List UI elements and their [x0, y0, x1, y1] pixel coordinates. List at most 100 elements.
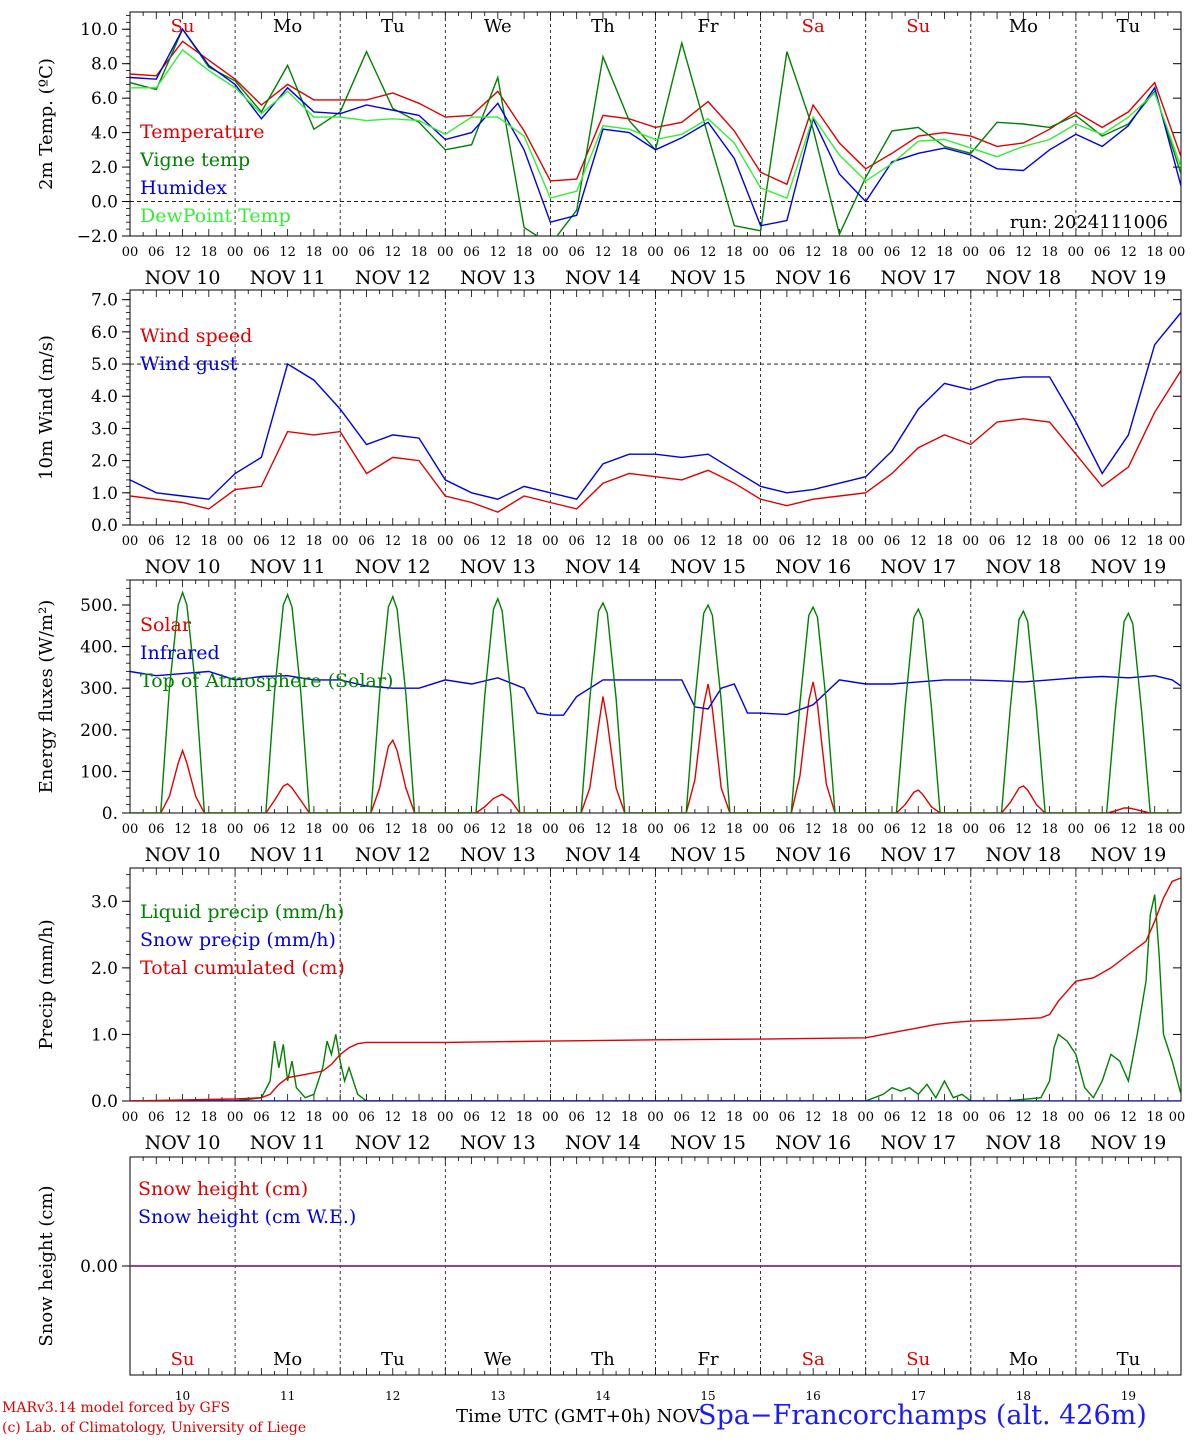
y-tick-label: 0.0: [91, 193, 118, 213]
y-tick-label: 2.0: [91, 959, 118, 979]
day-of-week-label: Su: [906, 16, 930, 37]
x-hour-label: 12: [490, 534, 507, 549]
x-date-label: NOV 14: [565, 1132, 641, 1154]
x-hour-label: 18: [201, 822, 218, 837]
x-hour-label: 00: [647, 822, 664, 837]
x-hour-label: 12: [174, 245, 191, 260]
legend-entry: Liquid precip (mm/h): [140, 901, 344, 923]
x-hour-label: 06: [253, 822, 270, 837]
y-tick-label: 200.: [80, 721, 118, 741]
y-tick-label: 7.0: [91, 291, 118, 311]
x-hour-label: 06: [568, 822, 585, 837]
x-date-label: NOV 19: [1091, 1132, 1167, 1154]
x-hour-label: 06: [779, 822, 796, 837]
x-hour-label: 12: [384, 534, 401, 549]
x-hour-label: 18: [516, 245, 533, 260]
x-hour-label: 00: [752, 822, 769, 837]
y-tick-label: 0.0: [91, 516, 118, 536]
legend-entry: Snow height (cm): [138, 1178, 308, 1200]
x-hour-label: 06: [1094, 822, 1111, 837]
x-hour-label: 00: [857, 245, 874, 260]
day-of-week-label: We: [484, 1349, 512, 1370]
day-of-week-label: Mo: [273, 16, 302, 37]
x-date-label: NOV 13: [460, 556, 536, 578]
x-hour-label: 00: [857, 1110, 874, 1125]
x-hour-label: 06: [568, 245, 585, 260]
x-hour-label: 06: [358, 245, 375, 260]
x-date-label: NOV 16: [775, 844, 851, 866]
x-hour-label: 06: [148, 534, 165, 549]
x-day-number: 14: [595, 1389, 611, 1403]
y-tick-label: 1.0: [91, 1025, 118, 1045]
y-tick-label: 300.: [80, 679, 118, 699]
legend-entry: Snow height (cm W.E.): [138, 1206, 356, 1228]
x-hour-label: 12: [384, 822, 401, 837]
x-hour-label: 06: [253, 245, 270, 260]
x-hour-label: 00: [227, 822, 244, 837]
legend-entry: Wind speed: [140, 325, 252, 347]
x-hour-label: 18: [1041, 822, 1058, 837]
x-hour-label: 00: [963, 1110, 980, 1125]
x-hour-label: 00: [542, 534, 559, 549]
x-hour-label: 06: [358, 822, 375, 837]
x-hour-label: 00: [1068, 245, 1085, 260]
x-date-label: NOV 10: [145, 267, 221, 289]
x-hour-label: 06: [463, 822, 480, 837]
x-date-label: NOV 12: [355, 1132, 431, 1154]
y-tick-label: 3.0: [91, 419, 118, 439]
x-date-label: NOV 12: [355, 556, 431, 578]
x-day-number: 11: [280, 1389, 295, 1403]
x-hour-label: 12: [1015, 1110, 1032, 1125]
x-date-label: NOV 14: [565, 556, 641, 578]
y-tick-label: −2.0: [77, 227, 118, 247]
x-date-label: NOV 17: [880, 267, 956, 289]
x-hour-label: 00: [857, 822, 874, 837]
credit-note: (c) Lab. of Climatology, University of L…: [2, 1420, 307, 1436]
day-of-week-label: Tu: [1117, 16, 1141, 37]
x-day-number: 19: [1121, 1389, 1136, 1403]
x-hour-label: 18: [306, 822, 323, 837]
x-hour-label: 00: [963, 245, 980, 260]
legend-entry: Humidex: [140, 177, 227, 199]
x-hour-label: 00: [122, 534, 139, 549]
chart-panel-4: 0.0 1.0 2.0 3.0 Precip (mm/h) Liquid precip (…: [36, 867, 1186, 1154]
x-hour-label: 12: [1015, 534, 1032, 549]
x-hour-label: 00: [1068, 1110, 1085, 1125]
x-hour-label: 00: [437, 245, 454, 260]
x-hour-label: 18: [516, 822, 533, 837]
x-hour-label: 18: [621, 1110, 638, 1125]
x-day-number: 18: [1016, 1389, 1031, 1403]
x-hour-label: 18: [831, 1110, 848, 1125]
x-hour-label: 18: [306, 534, 323, 549]
x-hour-label: 12: [384, 1110, 401, 1125]
x-hour-label: 12: [805, 822, 822, 837]
y-tick-label: 500.: [80, 596, 118, 616]
y-axis-label: 10m Wind (m/s): [36, 335, 57, 480]
chart-panel-2: 0.0 1.0 2.0 3.0 4.0 5.0 6.0 7.0 10m Wind (m/s) Wi…: [36, 289, 1185, 578]
day-of-week-label: Th: [591, 16, 615, 37]
legend-entry: Wind gust: [140, 353, 238, 375]
x-hour-label: 18: [1041, 534, 1058, 549]
x-hour-label: 00: [122, 245, 139, 260]
x-day-number: 15: [700, 1389, 715, 1403]
chart-panel-1: −2.0 0.0 2.0 4.0 6.0 8.0 10.0 2m Temp. (ºC) Temp…: [36, 11, 1185, 289]
x-hour-label: 18: [936, 245, 953, 260]
x-hour-label: 00: [963, 822, 980, 837]
x-hour-label: 00: [227, 1110, 244, 1125]
x-hour-label: 18: [621, 245, 638, 260]
x-hour-label: 00: [542, 1110, 559, 1125]
x-axis-title: Time UTC (GMT+0h) NOV: [456, 1406, 700, 1427]
x-hour-label: 18: [1041, 245, 1058, 260]
x-hour-label: 06: [674, 822, 691, 837]
y-axis-label: Precip (mm/h): [36, 919, 57, 1049]
x-hour-label: 12: [1120, 1110, 1137, 1125]
y-tick-label: 2.0: [91, 158, 118, 178]
x-hour-label: 06: [148, 245, 165, 260]
x-hour-label: 06: [568, 534, 585, 549]
x-hour-label: 00: [1169, 1110, 1186, 1125]
x-hour-label: 12: [1120, 822, 1137, 837]
x-date-label: NOV 16: [775, 1132, 851, 1154]
x-hour-label: 06: [358, 534, 375, 549]
x-date-label: NOV 17: [880, 556, 956, 578]
